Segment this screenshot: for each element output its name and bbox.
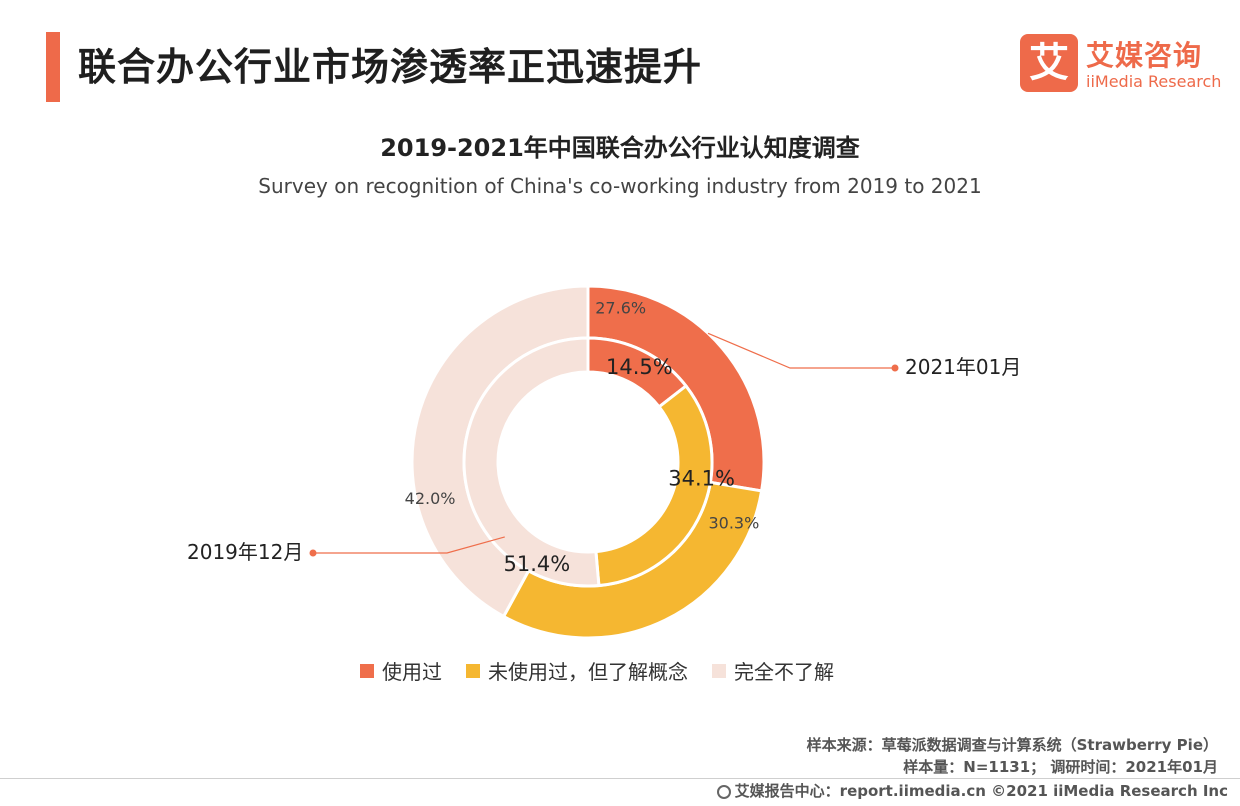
legend-swatch-unaware: [712, 663, 726, 678]
legend-item-unaware: 完全不了解: [712, 656, 834, 685]
inner-ring-slice-unaware: [462, 336, 601, 588]
globe-icon: [716, 785, 731, 799]
source-line-size: 样本量：N=1131； 调研时间：2021年01月: [903, 758, 1218, 776]
legend-label-unaware: 完全不了解: [734, 660, 834, 684]
outer-ring-name: 2021年01月: [905, 355, 1021, 379]
inner-ring-name: 2019年12月: [187, 540, 303, 564]
outer-ring-leader-line: [707, 332, 893, 369]
legend-swatch-used: [360, 663, 374, 678]
inner-ring-leader-line: [315, 536, 505, 554]
legend-label-used: 使用过: [382, 660, 442, 684]
chart-subtitle: Survey on recognition of China's co-work…: [258, 174, 982, 198]
legend-swatch-aware: [466, 663, 480, 678]
footer-text: 艾媒报告中心：report.iimedia.cn ©2021 iiMedia R…: [734, 782, 1228, 800]
page-title: 联合办公行业市场渗透率正迅速提升: [78, 45, 703, 89]
outer-ring-label-aware: 30.3%: [708, 514, 759, 533]
source-line-sample: 样本来源：草莓派数据调查与计算系统（Strawberry Pie）: [806, 736, 1218, 754]
legend-label-aware: 未使用过，但了解概念: [488, 660, 688, 684]
inner-ring-label-used: 14.5%: [606, 355, 673, 379]
outer-ring-leader-dot: [891, 364, 899, 372]
inner-ring-leader-dot: [309, 549, 317, 557]
brand-logo: 艾 艾媒咨询 iiMedia Research: [1020, 34, 1222, 98]
legend-item-used: 使用过: [360, 656, 442, 685]
inner-ring-label-aware: 34.1%: [668, 467, 735, 491]
logo-mark-icon: 艾: [1020, 34, 1078, 92]
footer-divider: [0, 778, 1240, 779]
inner-ring-label-unaware: 51.4%: [503, 552, 570, 576]
chart-title: 2019-2021年中国联合办公行业认知度调查: [380, 134, 860, 162]
logo-name-cn: 艾媒咨询: [1086, 39, 1203, 72]
outer-ring-label-unaware: 42.0%: [405, 489, 456, 508]
source-note: 样本来源：草莓派数据调查与计算系统（Strawberry Pie） 样本量：N=…: [807, 734, 1218, 778]
title-accent-bar: [46, 32, 60, 102]
chart-legend: 使用过 未使用过，但了解概念 完全不了解: [360, 656, 834, 685]
outer-ring-label-used: 27.6%: [595, 298, 646, 317]
footer: 艾媒报告中心：report.iimedia.cn ©2021 iiMedia R…: [716, 780, 1228, 801]
logo-name-en: iiMedia Research: [1086, 72, 1222, 91]
legend-item-aware: 未使用过，但了解概念: [466, 656, 688, 685]
